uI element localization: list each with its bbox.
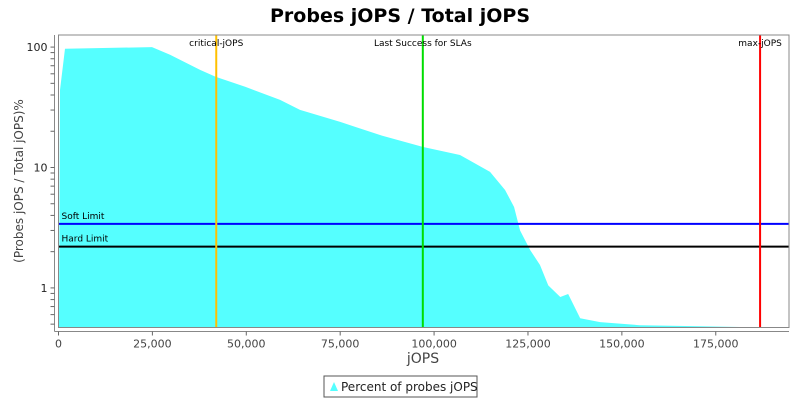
legend-box [323, 375, 478, 398]
x-tick-label: 0 [55, 338, 62, 351]
x-tick-label: 50,000 [227, 338, 266, 351]
chart-title: Probes jOPS / Total jOPS [270, 5, 530, 27]
y-tick-label: 1 [41, 282, 48, 295]
legend-marker-icon [330, 382, 338, 391]
legend: Percent of probes jOPS [323, 375, 478, 398]
plot-border [58, 34, 790, 328]
h-marker-label-0: Soft Limit [62, 212, 105, 222]
legend-label: Percent of probes jOPS [341, 380, 478, 394]
v-marker-label-1: Last Success for SLAs [374, 39, 472, 49]
y-tick-label: 100 [27, 41, 48, 54]
x-tick-label: 175,000 [693, 338, 739, 351]
x-tick-label: 25,000 [133, 338, 172, 351]
x-tick-label: 100,000 [411, 338, 457, 351]
x-tick-label: 75,000 [321, 338, 360, 351]
v-marker-label-2: max-jOPS [738, 39, 782, 49]
h-marker-label-1: Hard Limit [62, 235, 109, 245]
plot-area: Soft Limit Hard Limit critical-jOPS Last Su… [27, 34, 790, 351]
y-tick-label: 10 [34, 161, 48, 174]
series-area-0 [58, 47, 761, 328]
x-tick-label: 125,000 [505, 338, 551, 351]
v-marker-label-0: critical-jOPS [189, 39, 243, 49]
x-tick-label: 150,000 [599, 338, 645, 351]
y-axis-label: (Probes jOPS / Total jOPS)% [12, 99, 26, 263]
x-axis-label: jOPS [406, 351, 439, 367]
